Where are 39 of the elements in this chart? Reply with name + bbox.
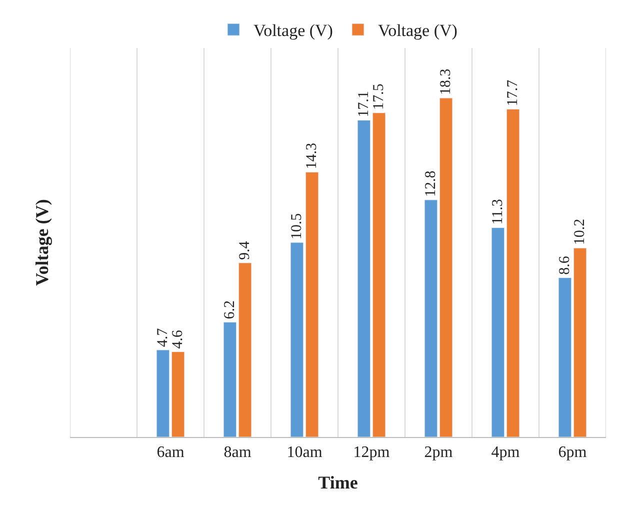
legend-label: Voltage (V) — [378, 21, 458, 40]
x-tick-label: 8am — [224, 444, 252, 462]
bar — [357, 120, 371, 437]
x-axis-title: Time — [318, 472, 358, 492]
data-label: 9.4 — [237, 240, 254, 260]
bar — [156, 350, 170, 437]
data-label: 10.5 — [288, 213, 305, 240]
data-label: 8.6 — [556, 255, 573, 275]
bar — [506, 108, 520, 437]
bar — [573, 248, 587, 437]
bar — [171, 352, 185, 437]
bar — [223, 322, 237, 437]
bar — [290, 242, 304, 437]
legend-label: Voltage (V) — [254, 21, 333, 40]
bar — [305, 172, 319, 437]
data-label: 6.2 — [222, 300, 238, 320]
bar — [372, 112, 386, 437]
bar — [558, 277, 572, 437]
x-tick-label: 6pm — [558, 444, 588, 462]
bar — [424, 200, 438, 437]
x-tick-label: 12pm — [353, 444, 390, 462]
y-axis-title: Voltage (V) — [32, 199, 52, 286]
bar — [491, 227, 505, 437]
x-tick-label: 4pm — [491, 444, 520, 462]
data-label: 18.3 — [438, 68, 454, 96]
bar — [439, 98, 453, 437]
x-tick-label: 2pm — [424, 444, 454, 462]
data-label: 12.8 — [422, 170, 439, 197]
data-label: 17.7 — [505, 79, 522, 106]
x-tick-label: 10am — [286, 444, 323, 462]
data-label: 4.6 — [170, 330, 186, 349]
data-label: 11.3 — [490, 198, 506, 225]
data-label: 4.7 — [154, 328, 171, 347]
data-label: 10.2 — [572, 218, 588, 246]
data-label: 17.1 — [356, 90, 372, 118]
data-label: 17.5 — [371, 84, 388, 110]
x-tick-label: 6am — [156, 444, 185, 462]
bar — [238, 262, 252, 437]
data-label: 14.3 — [304, 142, 320, 170]
